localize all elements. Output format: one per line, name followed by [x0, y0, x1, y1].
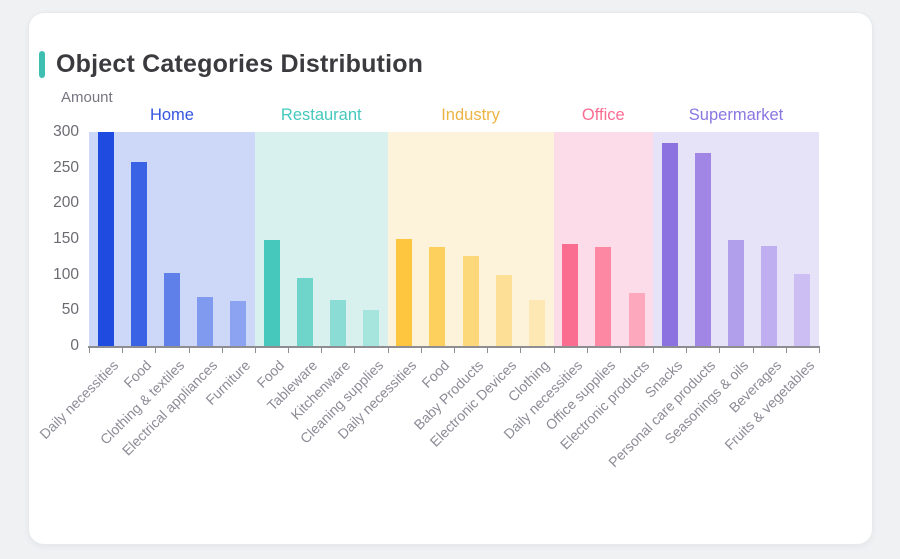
x-axis-tick [254, 348, 256, 353]
chart-bar [761, 246, 778, 346]
x-axis-tick [586, 348, 588, 353]
chart-title: Object Categories Distribution [56, 50, 424, 78]
group-label-office: Office [581, 106, 625, 124]
x-axis-tick [752, 348, 754, 353]
x-axis-tick [487, 348, 489, 353]
x-axis-tick [122, 348, 124, 353]
chart-bar [728, 240, 745, 346]
y-axis-tick-label: 50 [61, 301, 79, 319]
chart-bar [462, 256, 479, 346]
x-axis-tick [288, 348, 290, 353]
group-label-industry: Industry [441, 106, 500, 124]
chart-bar [197, 297, 214, 346]
title-accent-bar [39, 51, 45, 78]
x-axis-tick [553, 348, 555, 353]
x-axis-tick [653, 348, 655, 353]
chart-bar [694, 152, 711, 346]
title-row: Object Categories Distribution [39, 50, 423, 79]
x-axis-tick [619, 348, 621, 353]
chart-bar [595, 246, 612, 346]
y-axis-tick-label: 200 [53, 194, 79, 212]
chart-bar [363, 310, 380, 346]
x-axis-tick [819, 348, 820, 353]
group-label-restaurant: Restaurant [280, 106, 362, 124]
chart-bar [296, 277, 313, 346]
group-label-home: Home [149, 106, 194, 124]
chart-bar [130, 161, 147, 346]
y-axis-tick-label: 250 [53, 158, 79, 176]
x-axis-tick [387, 348, 389, 353]
chart-bar [329, 300, 346, 346]
chart-bar [661, 142, 678, 346]
y-axis-tick-label: 150 [53, 230, 79, 247]
x-axis-tick [686, 348, 688, 353]
chart-card: Object Categories Distribution Amount Ho… [28, 12, 873, 545]
chart-bar [97, 132, 114, 346]
x-axis-tick [520, 348, 522, 353]
chart-bar [794, 273, 811, 346]
chart-bar [628, 292, 645, 346]
chart-bar [429, 246, 446, 346]
x-axis-tick [420, 348, 422, 353]
x-axis-tick [188, 348, 190, 353]
x-axis-tick [89, 348, 90, 353]
x-axis-tick [785, 348, 787, 353]
x-axis-tick [221, 348, 223, 353]
chart-bar [528, 300, 545, 346]
chart-bar [263, 240, 280, 346]
bar-chart: Home Restaurant Industry Office Supermarket 0… [29, 13, 872, 544]
x-axis-tick [354, 348, 356, 353]
chart-bar [230, 301, 247, 346]
x-axis-tick [719, 348, 721, 353]
chart-bar [396, 239, 413, 346]
y-axis-tick-label: 0 [70, 337, 79, 354]
y-axis-tick-label: 100 [53, 265, 79, 283]
chart-bar [562, 243, 579, 346]
x-axis-tick [454, 348, 455, 353]
group-label-supermarket: Supermarket [688, 106, 784, 124]
x-axis-line [88, 346, 820, 348]
x-axis-tick [155, 348, 157, 353]
chart-bar [495, 275, 512, 346]
y-axis-tick-label: 300 [53, 123, 79, 140]
x-axis-tick [321, 348, 323, 353]
chart-bar [163, 273, 180, 346]
y-axis-title: Amount [61, 89, 113, 106]
